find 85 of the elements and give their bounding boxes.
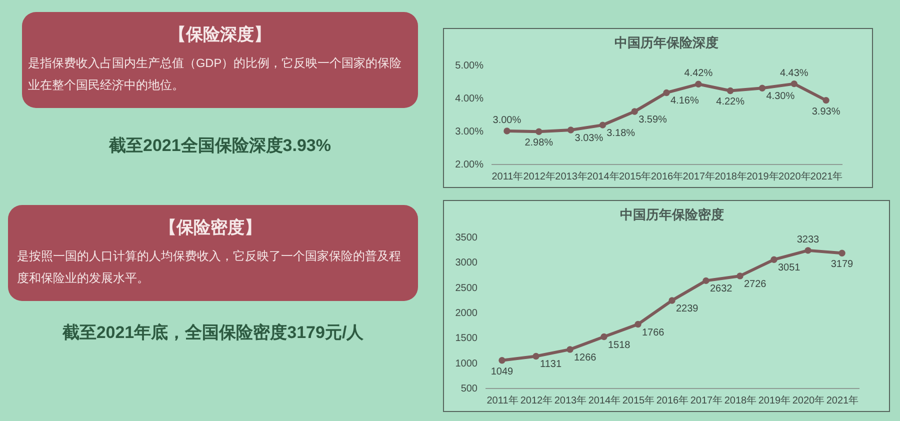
point	[790, 80, 798, 88]
x-tick-label: 2021年	[810, 170, 843, 182]
data-label: 2726	[744, 278, 767, 290]
y-tick-label: 2000	[455, 308, 478, 319]
data-label: 4.42%	[684, 68, 713, 80]
text: 截至2021年底，全国保险密度3179元/人	[61, 322, 365, 344]
point	[695, 80, 702, 88]
y-tick-label: 1500	[455, 333, 478, 344]
point	[663, 89, 670, 96]
y-tick-label: 3.00%	[455, 126, 484, 138]
y-tick-label: 3500	[455, 232, 478, 244]
y-tick-label: 4.00%	[455, 94, 484, 104]
y-tick-label: 500	[460, 384, 478, 394]
x-tick-label: 2016年	[650, 170, 684, 182]
x-tick-label: 2020年	[792, 394, 825, 406]
data-label: 1766	[642, 327, 665, 338]
data-label: 1131	[540, 359, 562, 370]
chart-title: 中国历年保险密度	[620, 207, 724, 222]
point	[736, 272, 744, 280]
data-label: 3233	[796, 234, 820, 246]
data-label: 1266	[574, 352, 597, 364]
data-label: 2632	[710, 284, 733, 295]
x-tick-label: 2021年	[826, 394, 859, 406]
point	[804, 247, 812, 254]
point	[504, 128, 510, 134]
data-label: 1518	[608, 340, 631, 351]
x-tick-label: 2016年	[656, 394, 689, 406]
text: 截至2021全国保险深度3.93%	[108, 135, 332, 157]
data-label: 3.00%	[492, 115, 522, 126]
point	[634, 320, 642, 328]
point	[600, 333, 608, 340]
y-tick-label: 5.00%	[455, 60, 484, 72]
x-tick-label: 2013年	[555, 170, 588, 182]
y-tick-label: 2.00%	[455, 160, 484, 170]
point	[770, 256, 778, 263]
data-label: 4.16%	[670, 96, 699, 107]
point	[566, 346, 574, 353]
data-label: 1049	[490, 366, 514, 378]
point	[838, 250, 846, 257]
x-tick-label: 2012年	[520, 394, 553, 406]
text: 是指保费收入占国内生产总值（GDP）的比例，它反映一个国家的保险业在整个国民经济中的地位。	[28, 55, 403, 94]
x-tick-label: 2018年	[724, 394, 757, 406]
x-tick-label: 2013年	[554, 394, 587, 406]
text: 是按照一国的人口计算的人均保费收入，它反映了一个国家保险的普及程度和保险业的发展水平。	[17, 248, 402, 287]
point	[726, 87, 734, 94]
x-tick-label: 2019年	[746, 170, 779, 182]
x-tick-label: 2014年	[587, 170, 620, 182]
data-label: 4.43%	[780, 68, 808, 79]
point	[567, 126, 574, 134]
point	[532, 352, 540, 360]
x-tick-label: 2018年	[714, 170, 747, 182]
point	[668, 297, 676, 304]
point	[822, 96, 830, 104]
data-label: 4.30%	[766, 91, 795, 102]
data-label: 3.59%	[638, 114, 668, 126]
point	[758, 84, 766, 92]
data-label: 3.18%	[606, 128, 636, 140]
data-label: 3.93%	[812, 106, 840, 118]
x-tick-label: 2014年	[588, 394, 621, 406]
point	[631, 108, 638, 115]
y-tick-label: 3000	[455, 258, 478, 269]
data-label: 3179	[830, 259, 854, 270]
chart-title: 中国历年保险深度	[614, 35, 718, 50]
y-tick-label: 1000	[455, 358, 478, 370]
data-label: 2.98%	[524, 138, 554, 149]
x-tick-label: 2019年	[758, 394, 791, 406]
text: 【保险深度】	[168, 24, 272, 46]
data-label: 4.22%	[716, 96, 745, 108]
point	[702, 277, 710, 284]
data-label: 3.03%	[574, 133, 604, 144]
point	[498, 357, 506, 364]
data-label: 3051	[778, 262, 801, 274]
y-tick-label: 2500	[455, 282, 478, 294]
x-tick-label: 2017年	[690, 394, 723, 406]
data-label: 2239	[676, 303, 699, 314]
x-tick-label: 2020年	[778, 170, 811, 182]
point	[536, 128, 542, 136]
text: 【保险密度】	[158, 217, 262, 239]
x-tick-label: 2015年	[622, 394, 655, 406]
x-tick-label: 2012年	[523, 170, 556, 182]
x-tick-label: 2017年	[682, 170, 716, 182]
point	[599, 122, 606, 128]
x-tick-label: 2011年	[492, 170, 524, 182]
x-tick-label: 2015年	[618, 170, 652, 182]
x-tick-label: 2011年	[486, 394, 518, 406]
